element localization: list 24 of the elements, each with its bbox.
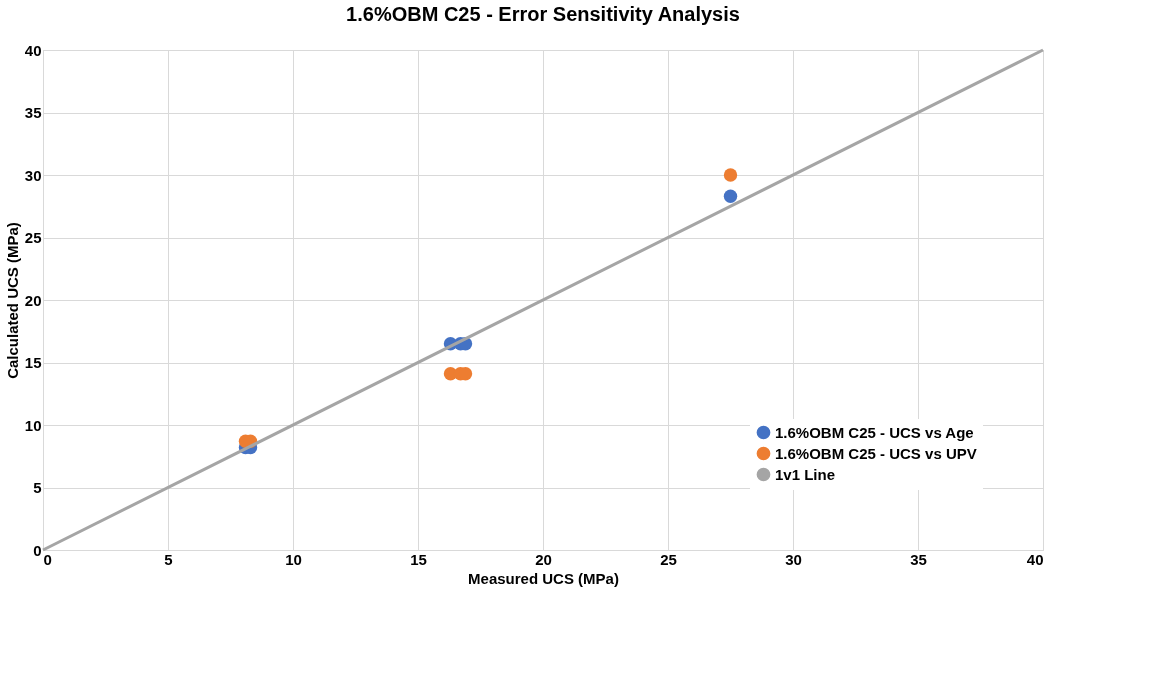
x-tick-label: 35 (910, 550, 927, 568)
point (723, 168, 738, 182)
x-tick-label: 5 (164, 550, 173, 568)
legend-label: 1v1 Line (775, 465, 836, 483)
x-axis-title: Measured UCS (MPa) (468, 569, 619, 587)
x-tick-label: 15 (410, 550, 427, 568)
y-tick-label: 15 (24, 354, 42, 371)
x-tick-label: 20 (535, 550, 552, 568)
x-tick-label: 25 (660, 550, 677, 568)
y-tick-label: 20 (24, 291, 42, 309)
legend-label: 1.6%OBM C25 - UCS vs UPV (775, 444, 977, 462)
point (723, 189, 738, 203)
y-tick-label: 5 (33, 479, 42, 496)
y-tick-label: 10 (24, 416, 42, 434)
x-tick-label: 30 (785, 550, 802, 568)
x-tick-label: 40 (1026, 550, 1044, 568)
y-axis-title: Calculated UCS (MPa) (3, 222, 21, 379)
y-tick-label: 30 (24, 166, 42, 184)
x-tick-label: 10 (285, 550, 302, 568)
y-tick-label: 25 (24, 229, 42, 246)
y-tick-label: 35 (24, 104, 42, 121)
y-tick-label: 40 (24, 41, 42, 59)
chart-title: 1.6%OBM C25 - Error Sensitivity Analysis (346, 3, 740, 25)
legend-label: 1.6%OBM C25 - UCS vs Age (775, 423, 974, 441)
